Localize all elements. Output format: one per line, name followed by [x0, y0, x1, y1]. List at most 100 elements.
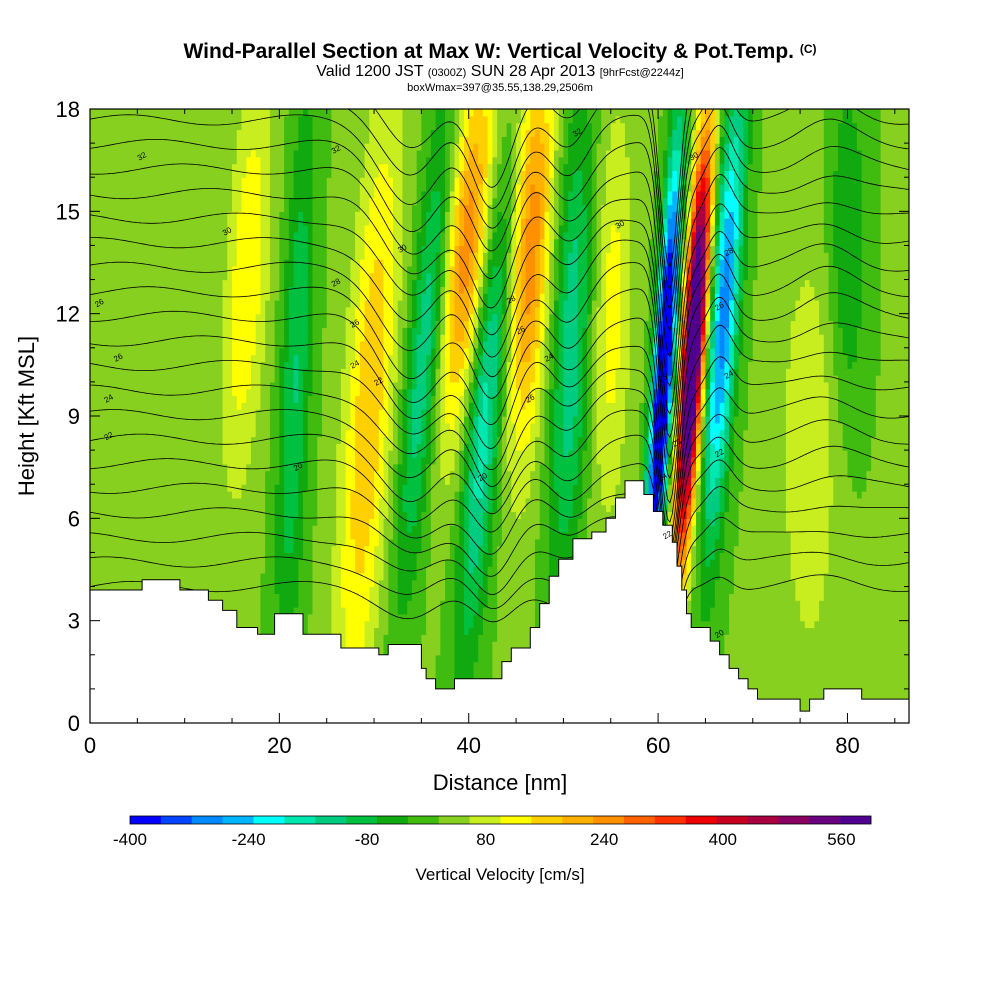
velocity-cell: [511, 552, 517, 560]
velocity-cell: [321, 572, 328, 581]
velocity-cell: [208, 559, 214, 567]
velocity-cell: [260, 613, 266, 622]
velocity-cell: [558, 545, 565, 554]
velocity-cell: [350, 641, 356, 649]
velocity-cell: [710, 607, 716, 615]
velocity-cell: [525, 641, 531, 649]
velocity-cell: [691, 607, 697, 615]
velocity-cell: [473, 600, 479, 608]
velocity-cell: [695, 559, 702, 567]
velocity-cell: [700, 538, 707, 547]
velocity-cell: [563, 531, 569, 540]
velocity-cell: [729, 545, 735, 554]
velocity-cell: [828, 654, 834, 663]
velocity-cell: [208, 586, 214, 594]
velocity-cell: [695, 566, 702, 574]
velocity-cell: [719, 572, 725, 581]
velocity-cell: [312, 531, 318, 540]
velocity-cell: [411, 634, 418, 642]
velocity-cell: [535, 531, 541, 540]
velocity-cell: [549, 552, 555, 560]
velocity-cell: [785, 607, 792, 615]
velocity-cell: [369, 634, 375, 642]
velocity-cell: [814, 654, 820, 663]
velocity-cell: [804, 620, 811, 629]
velocity-cell: [511, 572, 517, 581]
velocity-cell: [776, 593, 782, 601]
velocity-cell: [800, 586, 806, 594]
velocity-cell: [828, 586, 834, 594]
velocity-cell: [819, 668, 825, 676]
velocity-cell: [317, 600, 323, 608]
velocity-cell: [246, 531, 252, 540]
velocity-cell: [501, 654, 508, 663]
velocity-cell: [525, 607, 531, 615]
velocity-cell: [416, 538, 422, 547]
velocity-cell: [459, 661, 465, 670]
velocity-cell: [800, 695, 806, 704]
velocity-cell: [468, 627, 475, 635]
velocity-cell: [861, 682, 867, 690]
velocity-cell: [800, 566, 806, 574]
velocity-cell: [781, 593, 787, 601]
velocity-cell: [227, 579, 233, 588]
velocity-cell: [326, 559, 333, 567]
velocity-cell: [369, 620, 375, 629]
velocity-cell: [421, 647, 427, 656]
velocity-cell: [809, 654, 815, 663]
velocity-cell: [525, 627, 531, 635]
velocity-cell: [681, 552, 688, 560]
velocity-cell: [729, 634, 735, 642]
velocity-cell: [766, 579, 773, 588]
velocity-cell: [743, 647, 749, 656]
velocity-cell: [108, 566, 115, 574]
velocity-cell: [374, 545, 380, 554]
velocity-cell: [856, 641, 863, 649]
velocity-cell: [298, 586, 304, 594]
velocity-cell: [776, 552, 782, 560]
velocity-cell: [336, 613, 342, 622]
velocity-cell: [430, 545, 437, 554]
velocity-cell: [800, 552, 806, 560]
velocity-cell: [392, 613, 399, 622]
velocity-cell: [800, 613, 806, 622]
velocity-cell: [426, 552, 432, 560]
velocity-cell: [544, 586, 550, 594]
velocity-cell: [729, 647, 735, 656]
velocity-cell: [752, 668, 759, 676]
velocity-cell: [421, 525, 427, 533]
velocity-cell: [852, 654, 858, 663]
velocity-cell: [894, 531, 901, 540]
velocity-cell: [416, 620, 422, 629]
velocity-cell: [762, 682, 768, 690]
velocity-cell: [317, 572, 323, 581]
velocity-cell: [800, 531, 806, 540]
velocity-cell: [781, 668, 787, 676]
velocity-cell: [331, 586, 337, 594]
velocity-cell: [468, 579, 475, 588]
velocity-cell: [861, 627, 867, 635]
velocity-cell: [156, 572, 162, 581]
velocity-cell: [785, 661, 792, 670]
velocity-cell: [397, 525, 404, 533]
velocity-cell: [823, 668, 830, 676]
velocity-cell: [284, 586, 290, 594]
velocity-cell: [885, 620, 891, 629]
velocity-cell: [743, 586, 749, 594]
velocity-cell: [596, 525, 602, 533]
velocity-cell: [449, 620, 456, 629]
chart-title: Wind-Parallel Section at Max W: Vertical…: [0, 38, 1000, 63]
velocity-cell: [871, 682, 877, 690]
velocity-cell: [217, 545, 224, 554]
velocity-cell: [724, 620, 730, 629]
velocity-cell: [478, 559, 484, 567]
velocity-cell: [468, 586, 475, 594]
velocity-cell: [388, 579, 394, 588]
velocity-cell: [729, 538, 735, 547]
velocity-cell: [108, 559, 115, 567]
velocity-cell: [127, 572, 134, 581]
velocity-cell: [525, 538, 531, 547]
velocity-cell: [785, 552, 792, 560]
velocity-cell: [828, 593, 834, 601]
velocity-cell: [473, 620, 479, 629]
